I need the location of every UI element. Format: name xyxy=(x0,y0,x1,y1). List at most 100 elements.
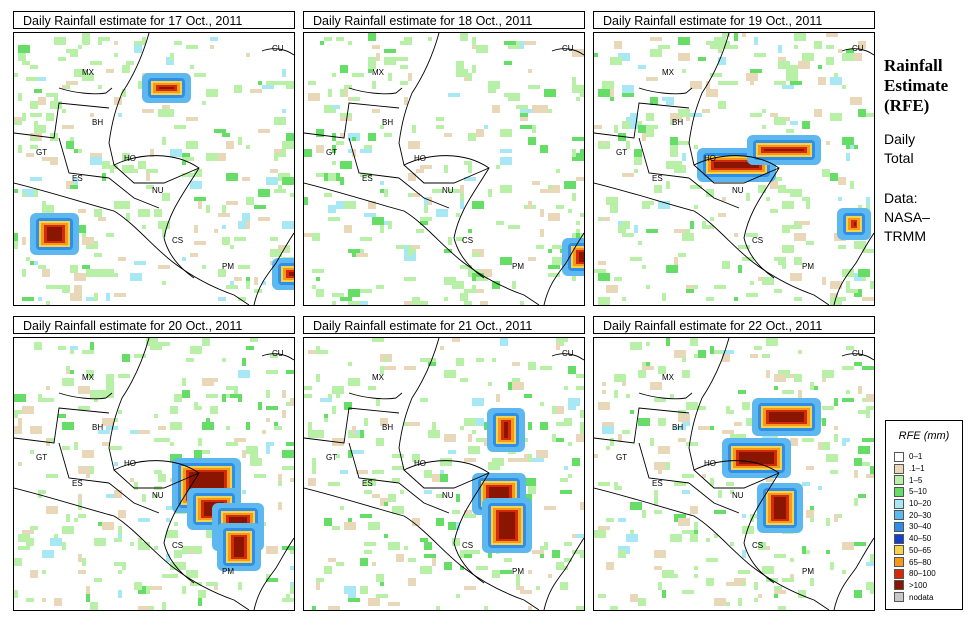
rain-pixel xyxy=(50,538,62,546)
rain-pixel xyxy=(238,265,250,269)
rain-pixel xyxy=(642,133,646,141)
rain-pixel xyxy=(444,434,456,442)
rain-pixel xyxy=(630,502,642,510)
rain-pixel xyxy=(142,37,146,41)
rain-pixel xyxy=(666,265,678,273)
rain-pixel xyxy=(496,165,500,169)
legend-swatch xyxy=(894,510,904,521)
rain-pixel xyxy=(22,189,34,197)
rain-pixel xyxy=(286,442,294,446)
rain-pixel xyxy=(464,586,476,590)
rain-pixel xyxy=(726,406,730,414)
panel-map: MX BH GT HO ES NU CS PM CU xyxy=(593,32,875,306)
rain-pixel xyxy=(682,474,694,478)
rain-pixel xyxy=(750,281,754,285)
rain-pixel xyxy=(770,113,778,117)
rain-pixel xyxy=(258,217,270,221)
rain-pixel xyxy=(834,73,838,77)
rain-pixel xyxy=(492,105,500,113)
rain-pixel xyxy=(154,209,162,217)
country-label: PM xyxy=(802,262,814,271)
rain-pixel xyxy=(42,201,46,205)
rain-pixel xyxy=(464,458,476,462)
rain-pixel xyxy=(278,502,282,510)
rain-pixel xyxy=(826,45,834,49)
rain-pixel xyxy=(328,173,336,181)
rain-pixel xyxy=(528,85,540,89)
rain-pixel xyxy=(226,426,230,430)
rain-pixel xyxy=(258,402,262,410)
rain-pixel xyxy=(328,482,340,486)
rain-pixel xyxy=(58,414,66,418)
country-label: BH xyxy=(672,423,683,432)
coastline-path xyxy=(253,232,294,305)
rain-pixel xyxy=(854,241,866,249)
rain-pixel xyxy=(182,153,190,157)
rain-pixel xyxy=(54,93,58,101)
rain-pixel xyxy=(686,285,698,289)
rain-pixel xyxy=(576,97,580,101)
rain-pixel xyxy=(766,370,770,378)
rain-pixel xyxy=(242,450,246,458)
rain-pixel xyxy=(564,181,576,189)
rain-pixel xyxy=(650,438,654,446)
rain-pixel xyxy=(870,466,874,474)
rain-pixel xyxy=(722,261,730,269)
rain-pixel xyxy=(162,229,166,237)
coastline-path xyxy=(348,442,400,484)
rain-pixel xyxy=(278,185,282,189)
rain-pixel xyxy=(532,458,544,462)
rain-pixel xyxy=(670,534,682,542)
rain-pixel xyxy=(842,269,854,277)
rain-pixel xyxy=(428,430,440,438)
coastline-path xyxy=(304,407,400,444)
rain-pixel xyxy=(504,61,512,65)
rain-pixel xyxy=(452,538,460,546)
rain-pixel xyxy=(718,213,726,217)
rain-pixel xyxy=(854,362,862,366)
rain-pixel xyxy=(782,225,790,233)
rain-pixel xyxy=(38,97,46,105)
rain-pixel xyxy=(376,438,384,446)
rain-pixel xyxy=(552,434,556,442)
rain-pixel xyxy=(230,394,242,398)
rain-pixel xyxy=(654,510,662,514)
rain-pixel xyxy=(186,570,198,578)
rain-pixel xyxy=(226,173,238,181)
rain-pixel xyxy=(576,221,580,225)
rain-pixel xyxy=(304,394,312,398)
rain-pixel xyxy=(250,89,262,93)
rain-pixel xyxy=(122,89,126,97)
rain-pixel xyxy=(606,197,618,205)
legend-item: 20–30 xyxy=(894,509,936,521)
rain-pixel xyxy=(814,109,822,117)
rain-pixel xyxy=(380,125,384,129)
rain-pixel xyxy=(806,466,814,470)
rain-pixel xyxy=(274,157,278,161)
rain-pixel xyxy=(98,217,106,221)
rain-pixel xyxy=(618,518,626,522)
rain-pixel xyxy=(790,225,802,229)
rain-pixel xyxy=(154,546,158,550)
rain-pixel xyxy=(802,482,810,486)
rain-pixel xyxy=(102,418,114,426)
coastline-layer xyxy=(304,338,584,610)
rain-pixel xyxy=(710,478,714,486)
rain-pixel xyxy=(360,586,368,594)
rain-pixel xyxy=(158,342,170,346)
rain-pixel xyxy=(690,221,694,229)
rain-pixel xyxy=(166,530,178,538)
rain-pixel xyxy=(266,81,278,85)
rain-pixel xyxy=(42,398,50,402)
rain-pixel xyxy=(710,73,722,77)
rain-pixel xyxy=(106,374,114,382)
rain-pixel xyxy=(126,61,134,65)
country-label: CS xyxy=(752,236,763,245)
rain-pixel xyxy=(118,257,126,261)
rain-pixel xyxy=(706,41,714,45)
rain-pixel xyxy=(364,213,376,217)
rain-pixel xyxy=(594,53,598,57)
country-label: HO xyxy=(414,154,426,163)
rain-pixel xyxy=(138,209,150,217)
rain-pixel xyxy=(270,354,278,358)
